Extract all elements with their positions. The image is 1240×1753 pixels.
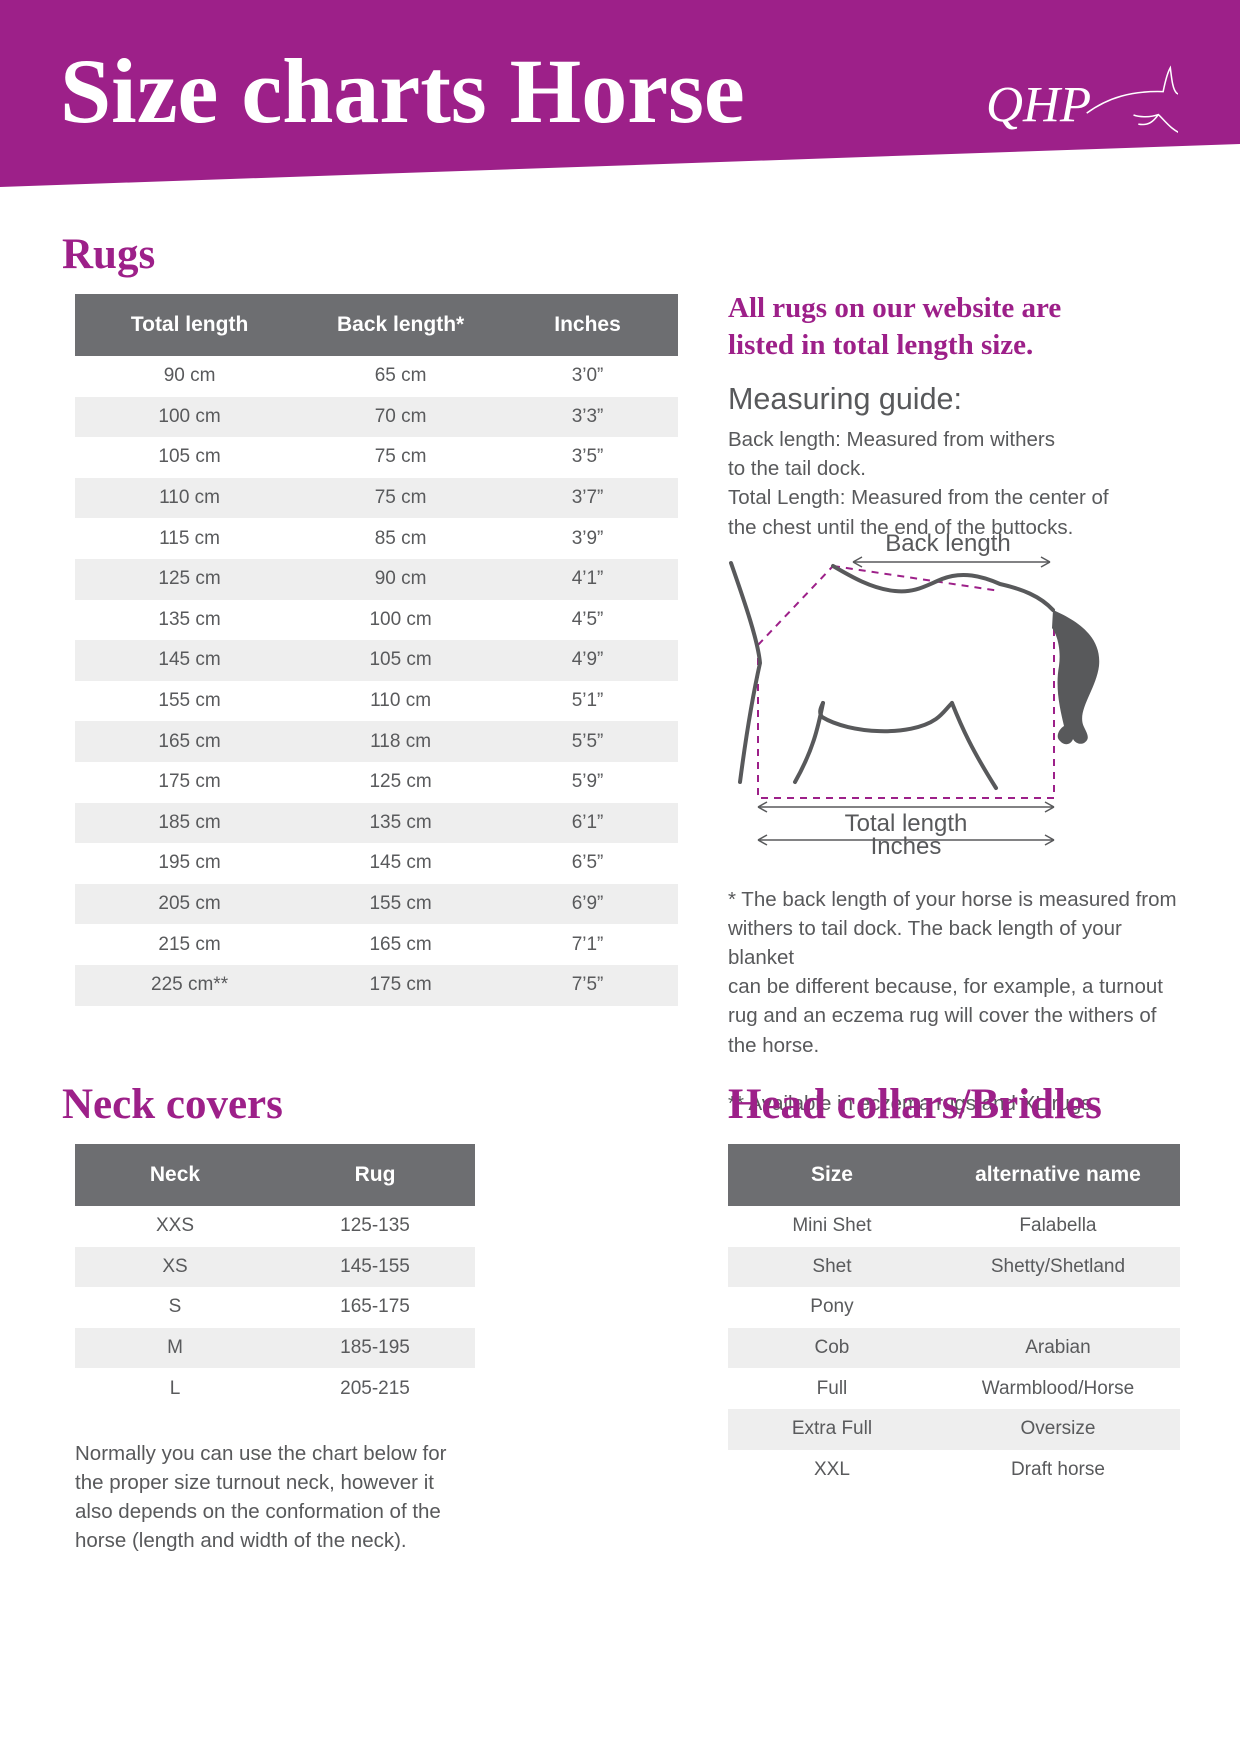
svg-text:Back length: Back length	[885, 531, 1010, 557]
svg-text:Inches: Inches	[871, 833, 942, 860]
svg-text:QHP: QHP	[986, 76, 1091, 133]
